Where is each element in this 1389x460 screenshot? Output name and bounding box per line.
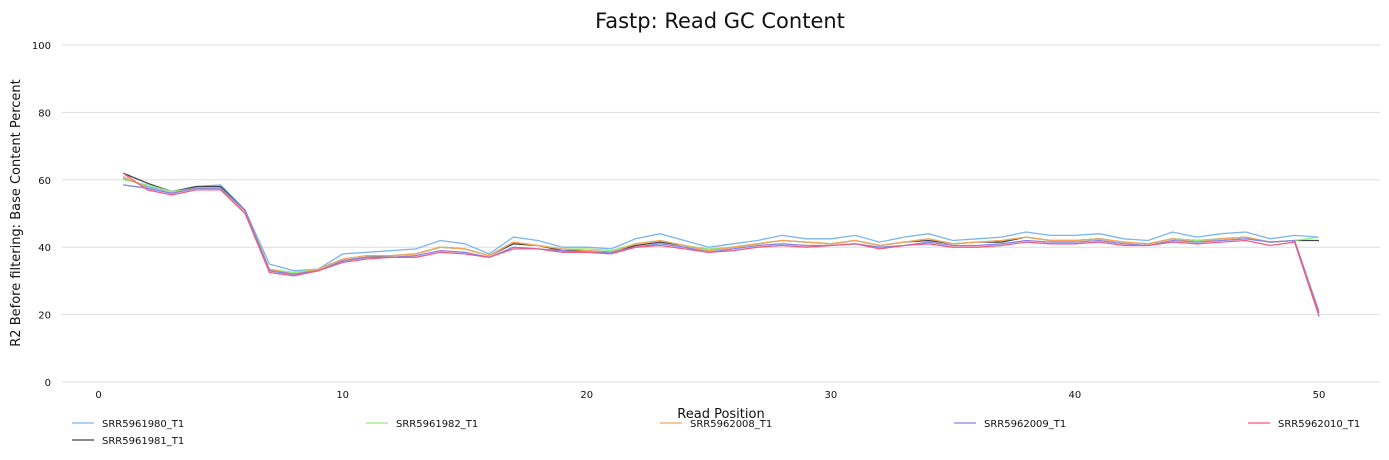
x-tick-label: 50 — [1313, 390, 1326, 401]
legend-item[interactable]: SRR5961982_T1 — [366, 419, 478, 430]
y-tick-label: 40 — [38, 243, 51, 254]
x-tick-label: 20 — [580, 390, 593, 401]
series-line-SRR5961981_T1[interactable] — [122, 172, 1319, 275]
legend: SRR5961980_T1 SRR5961981_T1 SRR5961982_T1 S… — [72, 419, 1360, 447]
series-line-SRR5961982_T1[interactable] — [122, 179, 1320, 274]
legend-item[interactable]: SRR5962008_T1 — [660, 419, 772, 430]
series-lines — [122, 172, 1320, 317]
x-tick-label: 10 — [336, 390, 349, 401]
y-tick-label: 60 — [38, 176, 51, 187]
y-tick-label: 80 — [38, 108, 51, 119]
chart-title: Fastp: Read GC Content — [595, 9, 845, 33]
legend-label: SRR5961980_T1 — [102, 419, 184, 430]
x-axis-label: Read Position — [677, 407, 764, 422]
y-tick-labels: 0 20 40 60 80 100 — [32, 41, 51, 389]
legend-label: SRR5961981_T1 — [102, 436, 184, 447]
y-tick-label: 20 — [38, 311, 51, 322]
x-tick-label: 40 — [1069, 390, 1082, 401]
legend-label: SRR5962009_T1 — [984, 419, 1066, 430]
gridlines — [62, 44, 1380, 383]
legend-item[interactable]: SRR5961981_T1 — [72, 436, 184, 447]
series-line-SRR5961980_T1[interactable] — [122, 177, 1320, 272]
legend-item[interactable]: SRR5962009_T1 — [954, 419, 1066, 430]
legend-label: SRR5961982_T1 — [396, 419, 478, 430]
legend-item[interactable]: SRR5961980_T1 — [72, 419, 184, 430]
y-tick-label: 0 — [45, 378, 51, 389]
legend-item[interactable]: SRR5962010_T1 — [1248, 419, 1360, 430]
series-line-SRR5962010_T1[interactable] — [122, 172, 1320, 317]
x-tick-label: 0 — [95, 390, 101, 401]
legend-label: SRR5962010_T1 — [1278, 419, 1360, 430]
legend-label: SRR5962008_T1 — [690, 419, 772, 430]
x-tick-labels: 0 10 20 30 40 50 — [95, 390, 1325, 401]
series-line-SRR5962008_T1[interactable] — [122, 175, 1320, 312]
y-tick-label: 100 — [32, 41, 51, 52]
y-axis-label: R2 Before filtering: Base Content Percen… — [9, 79, 24, 346]
x-tick-label: 30 — [824, 390, 837, 401]
